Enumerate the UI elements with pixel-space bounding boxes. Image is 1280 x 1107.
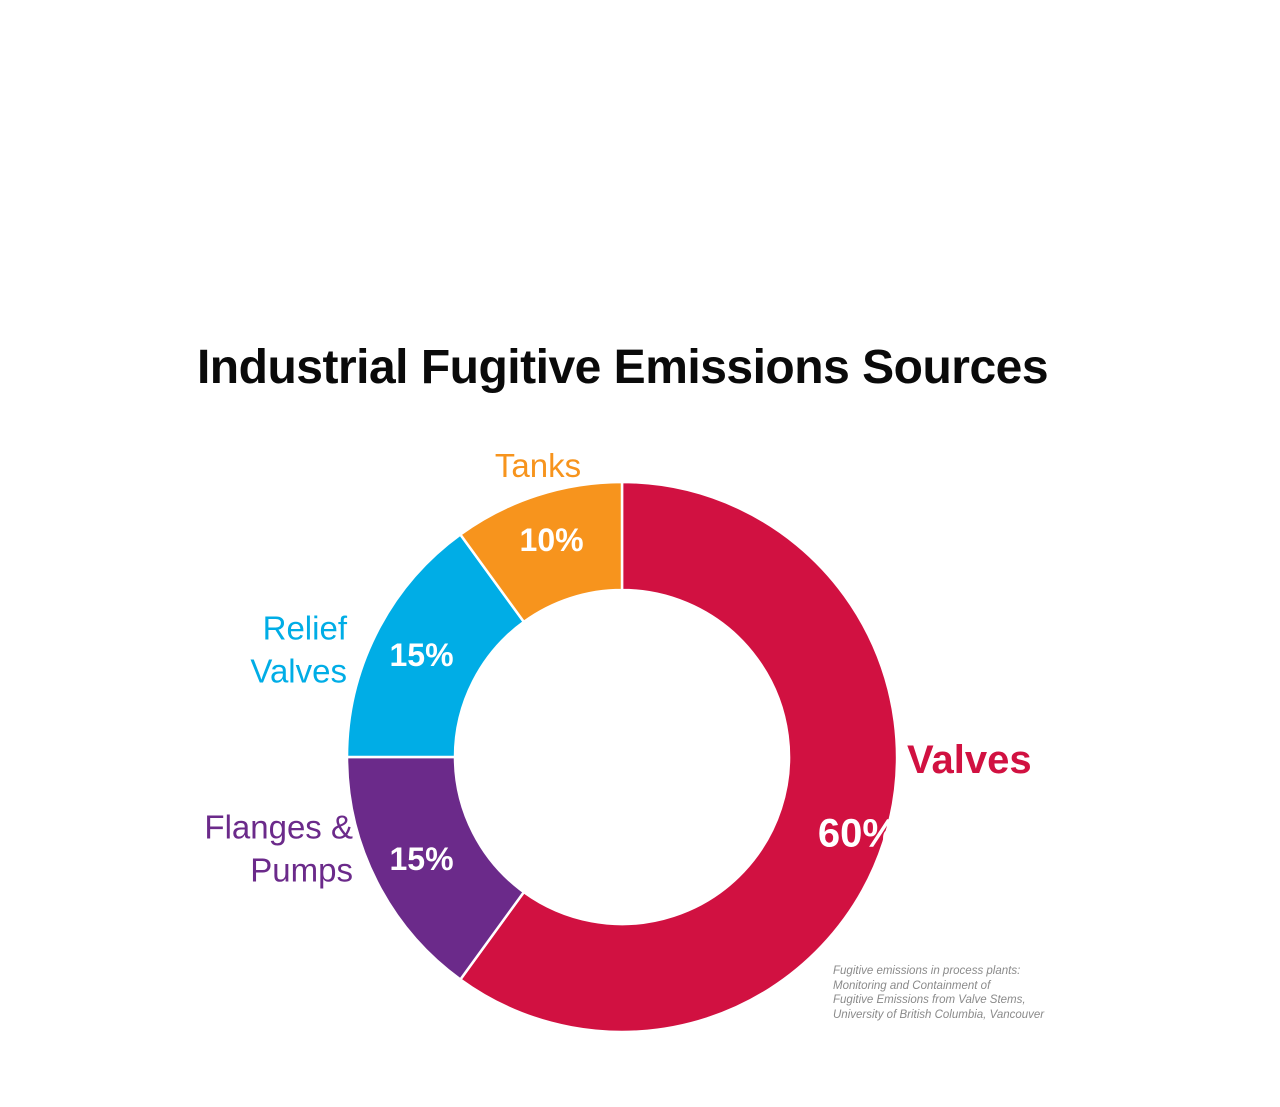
value-label-valves: 60% — [818, 812, 898, 856]
category-label-relief-valves: Relief Valves — [250, 610, 347, 690]
source-line: Fugitive Emissions from Valve Stems, — [833, 994, 1026, 1006]
category-label-line: Flanges & — [204, 809, 353, 846]
value-labels: 60% 15% 15% 10% — [390, 522, 898, 877]
slice-tanks — [458, 480, 624, 624]
value-label-tanks: 10% — [520, 522, 584, 558]
category-label-line: Relief — [263, 610, 348, 647]
category-label-valves: Valves — [907, 738, 1032, 782]
category-label-tanks: Tanks — [495, 447, 581, 484]
category-label-flanges-and-pumps: Flanges & Pumps — [204, 809, 353, 889]
value-label-flanges-and-pumps: 15% — [390, 841, 454, 877]
category-labels: Valves Flanges & Pumps Relief Valves Tanks — [204, 447, 1031, 889]
category-label-line: Valves — [250, 653, 347, 690]
source-line: University of British Columbia, Vancouve… — [833, 1008, 1045, 1021]
donut-slices — [345, 480, 899, 1034]
slice-valves — [458, 480, 899, 1034]
category-label-line: Pumps — [250, 852, 353, 889]
source-line: Fugitive emissions in process plants: — [833, 965, 1021, 977]
source-line: Monitoring and Containment of — [833, 979, 991, 992]
chart-title: Industrial Fugitive Emissions Sources — [196, 341, 1049, 394]
value-label-relief-valves: 15% — [390, 637, 454, 673]
source-citation: Fugitive emissions in process plants: Mo… — [833, 964, 1093, 1022]
